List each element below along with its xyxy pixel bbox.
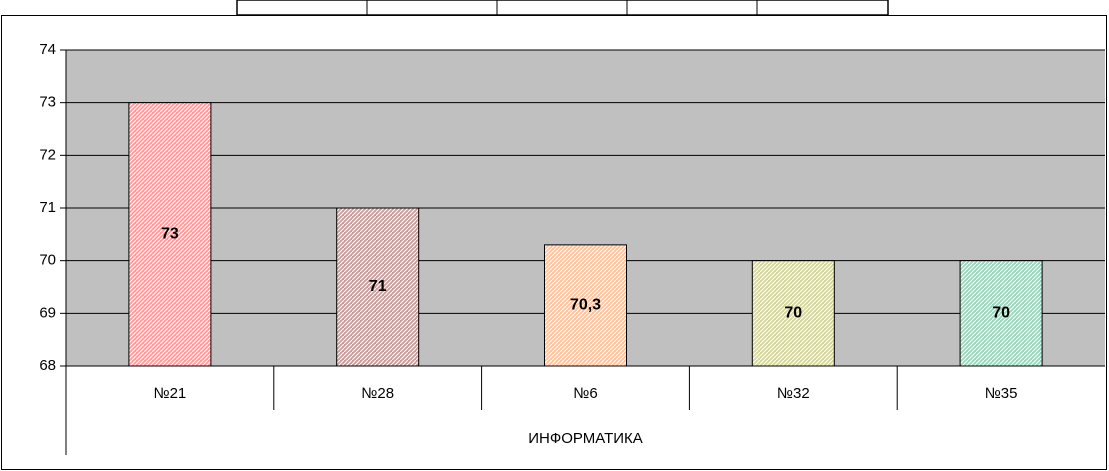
bar [336,207,420,367]
x-tick-label: №28 [361,385,394,402]
group-label: ИНФОРМАТИКА [528,430,643,447]
bar [544,244,627,367]
value-label: 70 [784,305,802,322]
value-label: 73 [161,226,179,243]
y-tick-label: 69 [39,304,56,321]
y-tick-label: 74 [39,41,56,58]
y-tick-label: 70 [39,252,56,269]
x-tick-label: №32 [777,385,810,402]
bar [128,102,212,367]
y-tick-label: 68 [39,357,56,374]
value-label: 71 [369,278,387,295]
y-tick-label: 72 [39,146,56,163]
bar [751,260,835,367]
x-tick-label: №35 [985,385,1018,402]
bar [959,260,1043,367]
legend-table [236,0,889,16]
x-tick-label: №21 [154,385,187,402]
value-label: 70 [992,305,1010,322]
y-tick-label: 71 [39,199,56,216]
value-label: 70,3 [570,297,601,314]
y-tick-label: 73 [39,94,56,111]
x-tick-label: №6 [573,385,597,402]
